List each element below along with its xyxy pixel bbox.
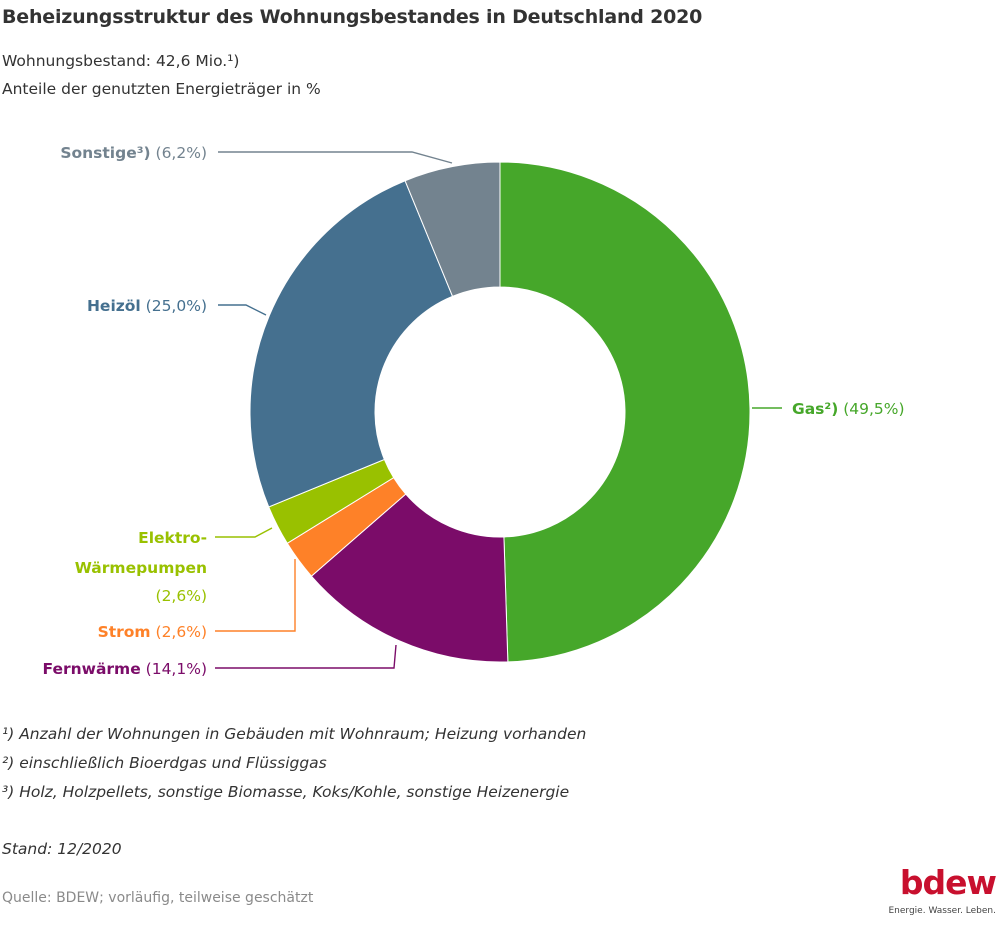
slice-value-label-0: (49,5%) bbox=[838, 400, 904, 418]
chart-title: Beheizungsstruktur des Wohnungsbestandes… bbox=[2, 6, 703, 28]
slice-value-label-1: (14,1%) bbox=[141, 660, 207, 678]
leader-line-4 bbox=[218, 304, 267, 316]
slice-value-label-2: (2,6%) bbox=[151, 623, 207, 641]
logo-wordmark: bdew bbox=[899, 863, 997, 902]
slice-label-2: Strom (2,6%) bbox=[98, 623, 207, 641]
footnote-3: ³) Holz, Holzpellets, sonstige Biomasse,… bbox=[2, 783, 570, 801]
footnote-1: ¹) Anzahl der Wohnungen in Gebäuden mit … bbox=[2, 725, 587, 743]
slice-label-1: Fernwärme (14,1%) bbox=[42, 660, 207, 678]
slice-value-label-3: (2,6%) bbox=[156, 587, 207, 605]
slice-value-label-5: (6,2%) bbox=[151, 144, 207, 162]
slice-label-0: Gas²) (49,5%) bbox=[792, 400, 905, 418]
donut-slices bbox=[249, 161, 751, 663]
slice-label-3-line-0: Elektro- bbox=[138, 529, 207, 547]
slice-labels: Gas²) (49,5%) Fernwärme (14,1%) Strom (2,6… bbox=[42, 144, 904, 678]
leader-line-5 bbox=[218, 151, 453, 164]
slice-label-4: Heizöl (25,0%) bbox=[87, 297, 207, 315]
stand-date: Stand: 12/2020 bbox=[2, 840, 122, 858]
footnote-2: ²) einschließlich Bioerdgas und Flüssigg… bbox=[2, 754, 327, 772]
logo-tagline: Energie. Wasser. Leben. bbox=[888, 906, 997, 916]
leader-line-1 bbox=[215, 644, 397, 669]
leader-line-2 bbox=[215, 559, 296, 632]
leader-lines bbox=[215, 151, 782, 669]
slice-0 bbox=[499, 161, 751, 663]
slice-4 bbox=[249, 180, 454, 508]
donut-chart: Gas²) (49,5%) Fernwärme (14,1%) Strom (2,6… bbox=[42, 144, 904, 678]
slice-1 bbox=[310, 493, 509, 663]
slice-value-label-4: (25,0%) bbox=[141, 297, 207, 315]
subtitle-housing-stock: Wohnungsbestand: 42,6 Mio.¹) bbox=[2, 52, 240, 70]
source-note: Quelle: BDEW; vorläufig, teilweise gesch… bbox=[2, 890, 314, 906]
slice-5 bbox=[404, 161, 501, 298]
bdew-logo: bdew Energie. Wasser. Leben. bbox=[889, 863, 998, 924]
leader-line-3 bbox=[215, 527, 273, 538]
subtitle-shares: Anteile der genutzten Energieträger in % bbox=[2, 80, 321, 98]
slice-label-5: Sonstige³) (6,2%) bbox=[60, 144, 207, 162]
slice-label-3-line-1: Wärmepumpen bbox=[75, 559, 207, 577]
